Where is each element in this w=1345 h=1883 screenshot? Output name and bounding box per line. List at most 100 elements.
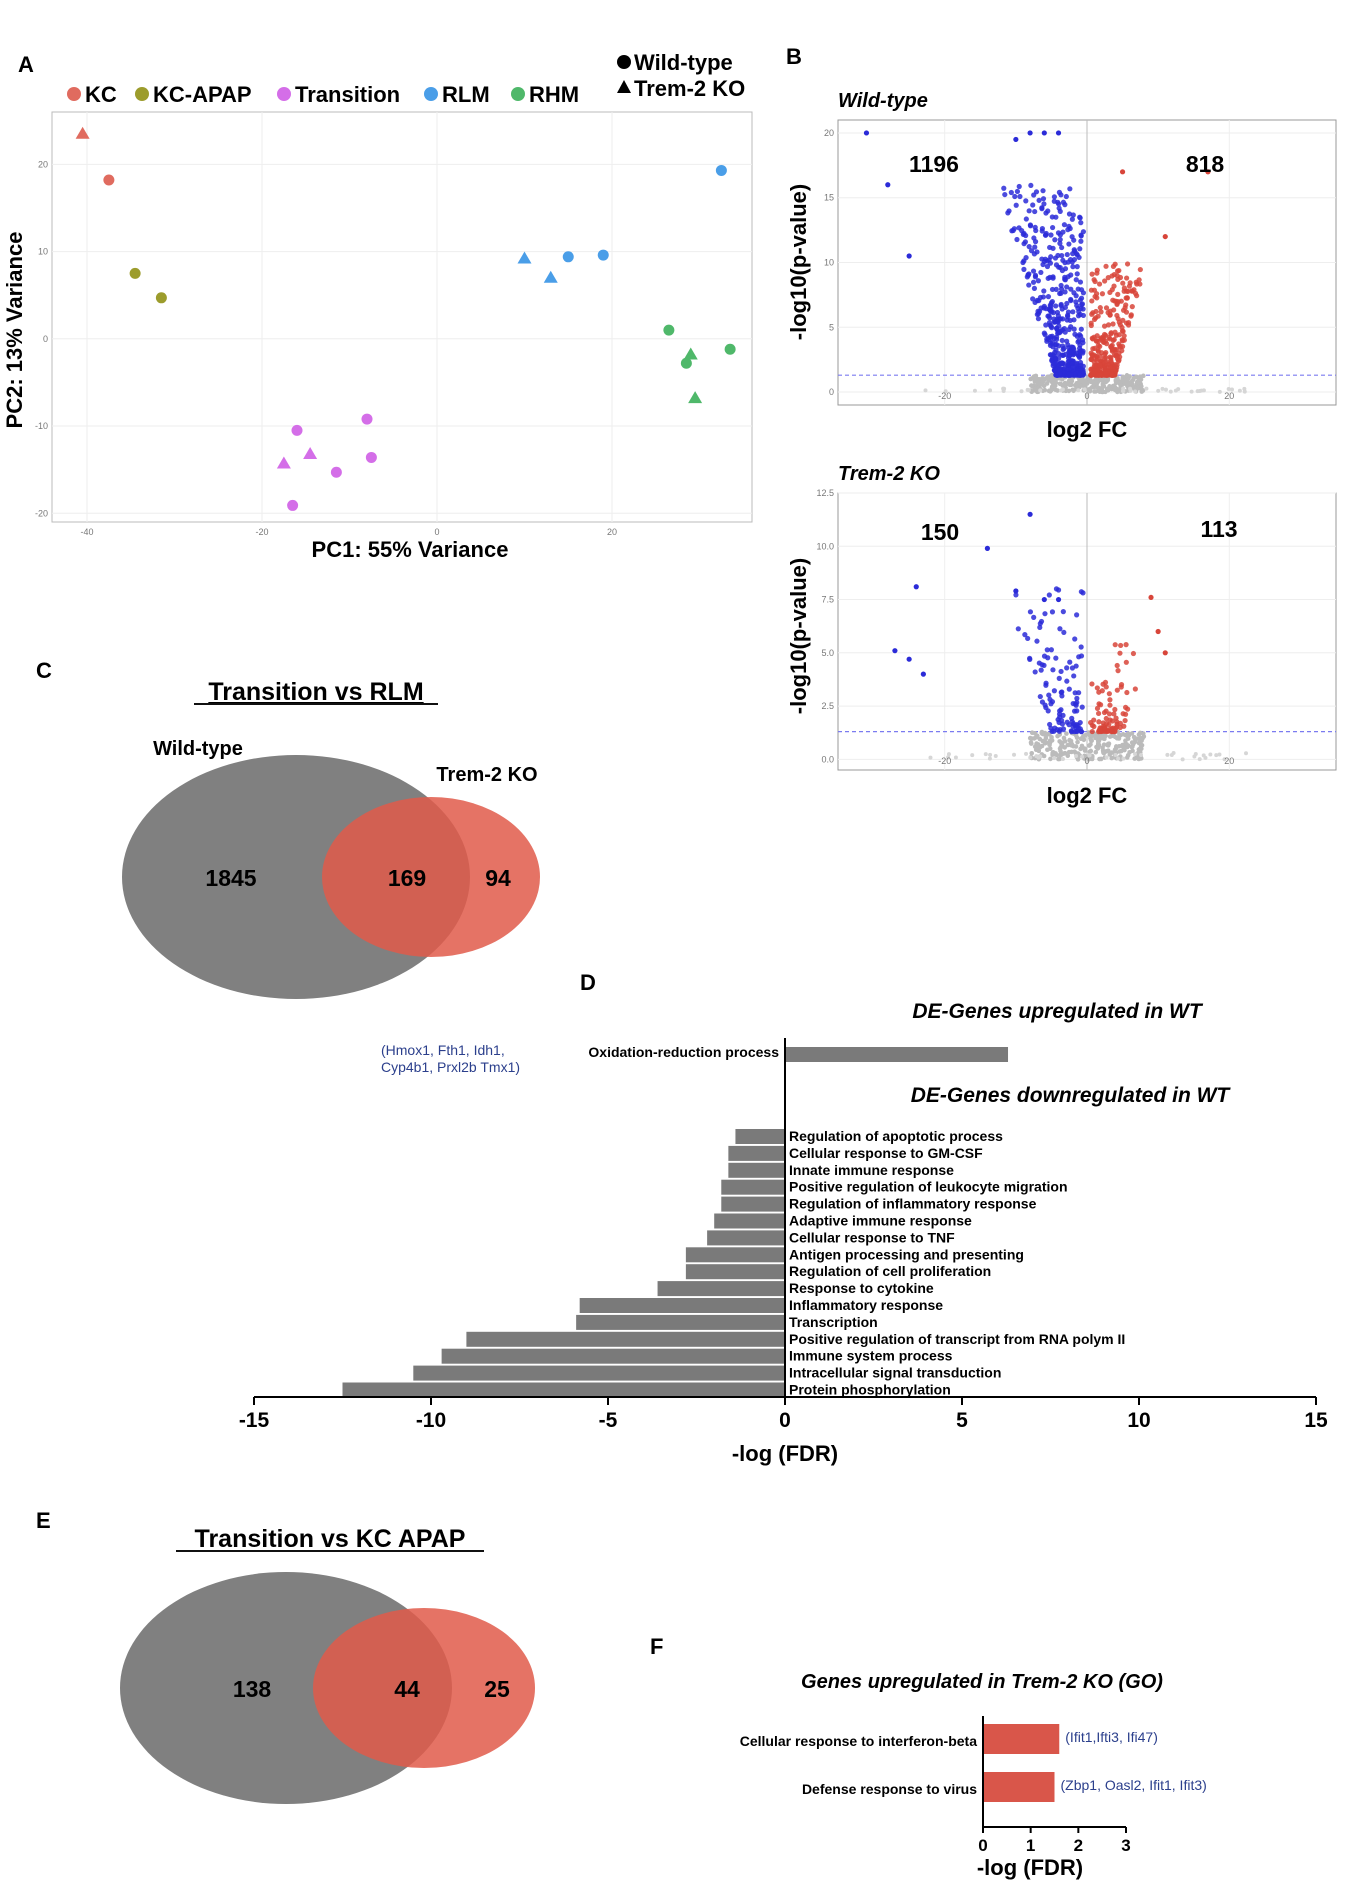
legend-transition-label: Transition [295, 82, 400, 107]
go-d-down-category-label: Regulation of apoptotic process [789, 1128, 1003, 1144]
volcano-point-up [1107, 312, 1113, 318]
volcano-point-down [1071, 317, 1077, 323]
volcano-point-ns [1076, 388, 1081, 393]
volcano-point-ns [1082, 748, 1088, 753]
volcano-point-down [1055, 313, 1061, 319]
volcano-point-up [1092, 345, 1098, 352]
volcano-point-up [1123, 302, 1129, 308]
volcano-point-down [1039, 225, 1045, 232]
volcano-point-up [1101, 355, 1108, 361]
volcano-point-down [1032, 244, 1038, 250]
pca-point-transition-wildtype [287, 499, 299, 511]
volcano-point-up [1098, 702, 1104, 708]
volcano-point-up [1114, 724, 1120, 730]
volcano-point-up [1114, 362, 1120, 368]
volcano-point-up [1155, 628, 1161, 635]
volcano-ko-points [892, 511, 1249, 762]
volcano-point-ns [1043, 735, 1049, 741]
volcano-point-down [1078, 729, 1085, 735]
volcano-point-up [1107, 308, 1113, 314]
volcano-point-down [1013, 136, 1019, 143]
volcano-point-down [1036, 197, 1042, 203]
volcano-point-down [1062, 289, 1068, 295]
go-f-x-label: -log (FDR) [977, 1855, 1083, 1880]
volcano-point-ns [1056, 756, 1061, 762]
volcano-ko-y-label: -log10(p-value) [786, 558, 811, 714]
volcano-point-down [1049, 340, 1056, 346]
panel-label-d: D [580, 970, 596, 995]
volcano-point-up [1112, 329, 1118, 335]
volcano-point-up [1108, 359, 1114, 365]
volcano-point-up [1088, 356, 1094, 363]
volcano-point-down [1046, 692, 1052, 698]
volcano-point-ns [1025, 387, 1030, 392]
volcano-point-down [1046, 315, 1053, 321]
volcano-point-down [1059, 252, 1065, 259]
volcano-point-ns [1199, 388, 1204, 393]
volcano-point-down [1027, 655, 1033, 661]
volcano-point-ns [1038, 388, 1043, 393]
volcano-point-ns [1069, 749, 1074, 755]
pca-y-tick-label: -20 [35, 508, 48, 518]
volcano-point-ns [1070, 387, 1076, 393]
volcano-point-down [1055, 596, 1062, 603]
volcano-point-down [1077, 246, 1083, 252]
volcano-point-up [1126, 283, 1133, 289]
volcano-point-down [1071, 257, 1078, 263]
pca-x-tick-label: 0 [434, 527, 439, 537]
volcano-point-down [1074, 264, 1080, 270]
volcano-point-down [1053, 318, 1059, 325]
volcano-point-down [1080, 590, 1086, 596]
volcano-point-ns [1042, 387, 1048, 393]
volcano-point-ns [1139, 746, 1144, 752]
volcano-point-down [1048, 309, 1055, 315]
volcano-point-up [1125, 319, 1132, 326]
volcano-point-up [1102, 278, 1108, 284]
volcano-point-up [1099, 688, 1105, 694]
volcano-point-ns [1133, 389, 1138, 394]
volcano-point-up [1091, 723, 1097, 730]
volcano-point-up [1134, 293, 1140, 299]
volcano-point-down [1078, 287, 1085, 293]
go-d-down-bar [579, 1298, 785, 1313]
volcano-point-ns [1075, 739, 1080, 745]
volcano-point-ns [1093, 749, 1099, 755]
volcano-point-up [1102, 725, 1108, 731]
volcano-point-down [1041, 130, 1047, 136]
volcano-point-up [1115, 276, 1121, 282]
volcano-point-ns [1139, 384, 1144, 389]
volcano-point-down [1050, 274, 1056, 280]
volcano-point-up [1124, 261, 1131, 267]
volcano-point-down [1027, 511, 1033, 517]
volcano-point-up [1132, 686, 1138, 692]
volcano-point-up [1121, 337, 1127, 343]
volcano-point-down [1039, 256, 1045, 262]
volcano-point-ns [1124, 733, 1130, 739]
volcano-point-down [1060, 316, 1066, 322]
volcano-point-down [1014, 236, 1020, 243]
pca-plot-area [51, 111, 753, 523]
volcano-point-up [1097, 725, 1103, 731]
volcano-point-up [1089, 298, 1095, 304]
volcano-point-ns [1029, 750, 1035, 756]
volcano-point-down [1028, 248, 1035, 254]
volcano-point-up [1124, 689, 1130, 696]
volcano-point-down [1071, 673, 1077, 679]
volcano-point-down [1037, 624, 1043, 631]
volcano-point-ns [1156, 388, 1161, 393]
volcano-point-down [1043, 322, 1049, 328]
volcano-point-ns [1135, 379, 1140, 385]
venn-c-overlap-count: 169 [388, 865, 426, 891]
volcano-point-up [1109, 728, 1115, 734]
volcano-point-ns [1080, 734, 1086, 739]
volcano-point-down [1049, 286, 1056, 293]
volcano-point-up [1094, 705, 1101, 712]
volcano-point-down [1074, 708, 1080, 714]
volcano-point-down [1068, 272, 1074, 278]
volcano-point-down [1001, 185, 1007, 191]
volcano-point-down [1070, 264, 1076, 270]
volcano-point-down [1064, 284, 1070, 290]
volcano-point-down [1059, 693, 1065, 699]
go-d-up-genes-line1: (Hmox1, Fth1, Idh1, [381, 1042, 505, 1058]
go-d-up-title: DE-Genes upregulated in WT [912, 1000, 1204, 1023]
